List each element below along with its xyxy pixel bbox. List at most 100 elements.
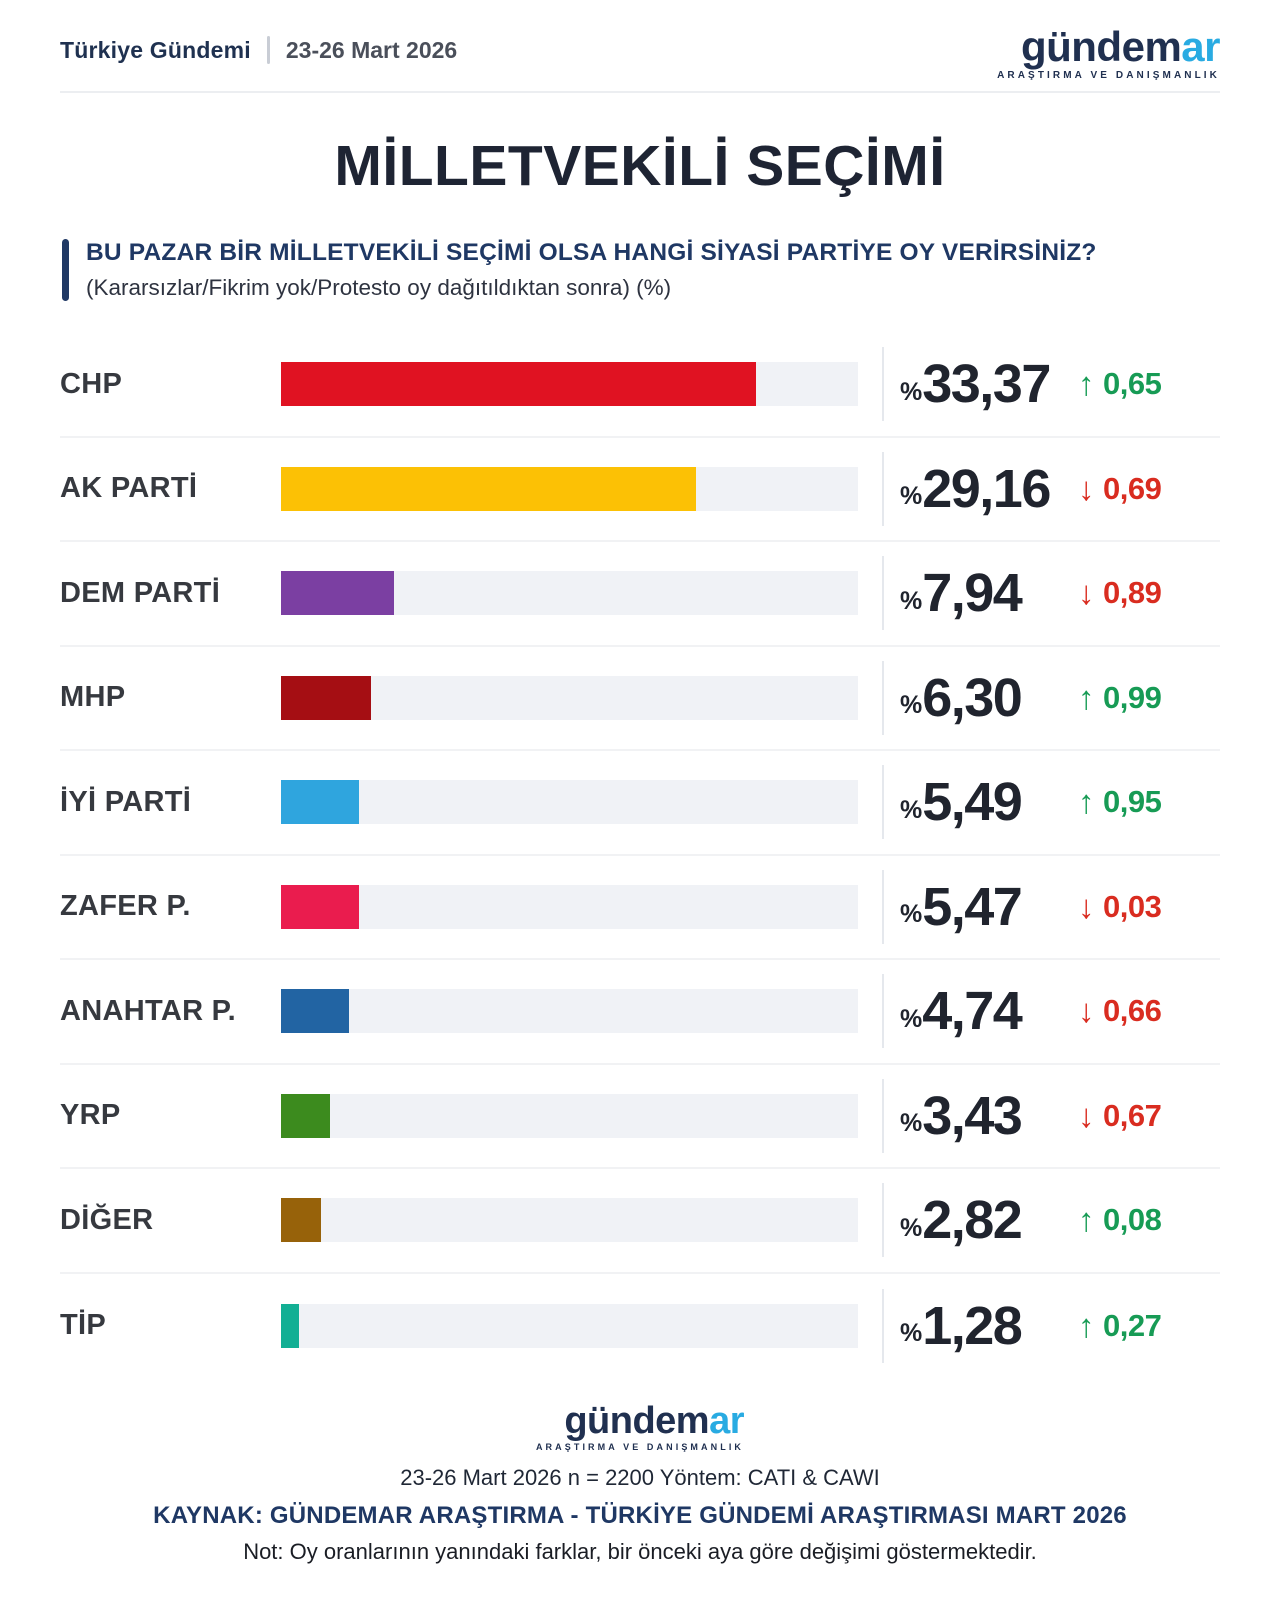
up-arrow-icon: ↑ bbox=[1078, 1306, 1095, 1344]
value-number: 5,49 bbox=[922, 772, 1023, 833]
party-label: DEM PARTİ bbox=[60, 576, 221, 609]
value: % 2,82 bbox=[900, 1189, 1078, 1251]
footer-source-line: KAYNAK: GÜNDEMAR ARAŞTIRMA - TÜRKİYE GÜN… bbox=[153, 1502, 1127, 1529]
up-arrow-icon: ↑ bbox=[1078, 783, 1095, 821]
value: % 33,37 bbox=[900, 353, 1078, 415]
bar-track bbox=[281, 1303, 858, 1348]
footer-method-line: 23-26 Mart 2026 n = 2200 Yöntem: CATI & … bbox=[400, 1465, 880, 1490]
bar-fill bbox=[281, 571, 395, 616]
question-text: BU PAZAR BİR MİLLETVEKİLİ SEÇİMİ OLSA HA… bbox=[86, 239, 1097, 266]
percent-sign: % bbox=[900, 691, 923, 720]
bar-fill bbox=[281, 1198, 322, 1243]
percent-sign: % bbox=[900, 1004, 923, 1033]
party-label: YRP bbox=[60, 1099, 121, 1132]
chart-row: ZAFER P. % 5,47 ↓ 0,03 bbox=[60, 856, 1220, 960]
header-left: Türkiye Gündemi 23-26 Mart 2026 bbox=[60, 36, 457, 64]
bar-track bbox=[281, 675, 858, 720]
down-arrow-icon: ↓ bbox=[1078, 574, 1095, 612]
change-value: 0,66 bbox=[1103, 993, 1162, 1029]
down-arrow-icon: ↓ bbox=[1078, 469, 1095, 507]
party-label: DİĞER bbox=[60, 1203, 154, 1236]
chart-row: DİĞER % 2,82 ↑ 0,08 bbox=[60, 1169, 1220, 1274]
percent-sign: % bbox=[900, 586, 923, 615]
page-title: MİLLETVEKİLİ SEÇİMİ bbox=[334, 134, 946, 198]
value: % 6,30 bbox=[900, 667, 1078, 729]
chart-row: CHP % 33,37 ↑ 0,65 bbox=[60, 333, 1220, 438]
change-value: 0,89 bbox=[1103, 575, 1162, 611]
brand-wordmark-primary: gündem bbox=[1020, 23, 1182, 70]
chart-row: ANAHTAR P. % 4,74 ↓ 0,66 bbox=[60, 960, 1220, 1065]
change-indicator: ↓ 0,89 bbox=[1078, 574, 1162, 612]
bar-track bbox=[281, 362, 858, 407]
value-number: 33,37 bbox=[922, 354, 1051, 415]
brand-tagline: ARAŞTIRMA VE DANIŞMANLIK bbox=[997, 70, 1220, 81]
change-value: 0,67 bbox=[1103, 1097, 1162, 1133]
brand-wordmark: gündemar bbox=[997, 23, 1221, 70]
column-divider bbox=[882, 451, 884, 526]
footer-brand-wordmark-primary: gündem bbox=[564, 1400, 710, 1442]
bar-track bbox=[281, 1198, 858, 1243]
bar-fill bbox=[281, 884, 359, 929]
value: % 1,28 bbox=[900, 1295, 1078, 1357]
value-number: 6,30 bbox=[922, 667, 1023, 728]
footer-note-line: Not: Oy oranlarının yanındaki farklar, b… bbox=[243, 1539, 1037, 1564]
party-label: CHP bbox=[60, 367, 123, 400]
header-rule bbox=[60, 91, 1220, 93]
down-arrow-icon: ↓ bbox=[1078, 992, 1095, 1030]
party-label: MHP bbox=[60, 681, 126, 714]
bar-track bbox=[281, 989, 858, 1034]
question-block: BU PAZAR BİR MİLLETVEKİLİ SEÇİMİ OLSA HA… bbox=[62, 239, 1218, 301]
value-number: 4,74 bbox=[922, 981, 1023, 1042]
change-indicator: ↑ 0,27 bbox=[1078, 1306, 1162, 1345]
value: % 7,94 bbox=[900, 562, 1078, 624]
percent-sign: % bbox=[900, 1319, 923, 1348]
bar-fill bbox=[281, 466, 697, 511]
footer-brand-tagline: ARAŞTIRMA VE DANIŞMANLIK bbox=[535, 1442, 745, 1452]
bar-fill bbox=[281, 780, 360, 825]
bar-fill bbox=[281, 1093, 330, 1138]
change-value: 0,08 bbox=[1103, 1202, 1162, 1238]
down-arrow-icon: ↓ bbox=[1078, 1096, 1095, 1134]
change-value: 0,65 bbox=[1103, 366, 1162, 402]
column-divider bbox=[882, 869, 884, 944]
party-label: ANAHTAR P. bbox=[60, 994, 236, 1027]
footer-brand-logo: gündemar ARAŞTIRMA VE DANIŞMANLIK bbox=[535, 1402, 745, 1452]
value: % 5,49 bbox=[900, 771, 1078, 833]
question-text-group: BU PAZAR BİR MİLLETVEKİLİ SEÇİMİ OLSA HA… bbox=[86, 239, 1097, 301]
footer-brand-wordmark: gündemar bbox=[536, 1402, 744, 1440]
change-indicator: ↑ 0,95 bbox=[1078, 783, 1162, 821]
value-number: 2,82 bbox=[922, 1190, 1023, 1251]
percent-sign: % bbox=[900, 900, 923, 929]
header-divider bbox=[266, 36, 270, 64]
value: % 4,74 bbox=[900, 980, 1078, 1042]
down-arrow-icon: ↓ bbox=[1078, 887, 1095, 925]
column-divider bbox=[882, 347, 884, 422]
chart-row: İYİ PARTİ % 5,49 ↑ 0,95 bbox=[60, 751, 1220, 856]
question-subtext: (Kararsızlar/Fikrim yok/Protesto oy dağı… bbox=[86, 275, 672, 300]
value-number: 1,28 bbox=[922, 1295, 1023, 1356]
percent-sign: % bbox=[900, 482, 923, 511]
column-divider bbox=[882, 974, 884, 1049]
column-divider bbox=[882, 1288, 884, 1363]
bar-track bbox=[281, 780, 858, 825]
party-label: İYİ PARTİ bbox=[60, 785, 192, 818]
value-number: 29,16 bbox=[922, 458, 1051, 519]
brand-logo: gündemar ARAŞTIRMA VE DANIŞMANLIK bbox=[997, 26, 1220, 81]
footer: gündemar ARAŞTIRMA VE DANIŞMANLIK 23-26 … bbox=[0, 1402, 1280, 1565]
change-value: 0,69 bbox=[1103, 470, 1162, 506]
change-indicator: ↓ 0,69 bbox=[1078, 469, 1162, 508]
column-divider bbox=[882, 556, 884, 631]
change-value: 0,99 bbox=[1103, 679, 1162, 715]
header-brand-title: Türkiye Gündemi bbox=[60, 36, 251, 63]
header-date-range: 23-26 Mart 2026 bbox=[285, 36, 458, 63]
column-divider bbox=[882, 1183, 884, 1258]
percent-sign: % bbox=[900, 1109, 923, 1138]
bar-track bbox=[281, 466, 858, 511]
change-indicator: ↓ 0,03 bbox=[1078, 887, 1162, 926]
change-indicator: ↑ 0,08 bbox=[1078, 1201, 1162, 1239]
change-indicator: ↓ 0,67 bbox=[1078, 1096, 1162, 1135]
question-accent-bar bbox=[62, 239, 69, 301]
percent-sign: % bbox=[900, 377, 923, 406]
chart-row: MHP % 6,30 ↑ 0,99 bbox=[60, 647, 1220, 751]
party-label: AK PARTİ bbox=[60, 472, 198, 505]
